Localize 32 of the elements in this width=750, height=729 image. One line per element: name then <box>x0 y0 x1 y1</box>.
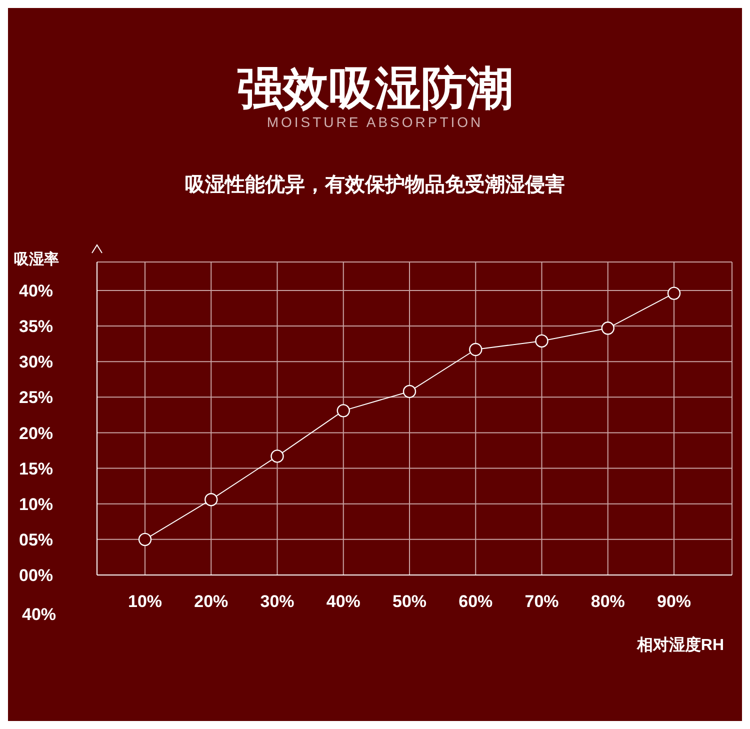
y-tick-label: 35% <box>19 317 54 336</box>
point <box>667 286 681 300</box>
y-tick-label: 05% <box>19 530 54 550</box>
point <box>535 334 548 348</box>
point <box>204 492 218 506</box>
x-tick-label: 70% <box>524 592 559 612</box>
y-tick-label: 25% <box>19 388 54 408</box>
point <box>270 450 284 463</box>
y-tick-label: 20% <box>19 424 54 443</box>
x-tick-label: 40% <box>326 592 360 612</box>
text: 吸湿性能优异，有效保护物品免受潮湿侵害 <box>184 172 566 198</box>
y-tick-label: 15% <box>19 459 54 478</box>
x-axis-title: 相对湿度RH <box>636 635 724 656</box>
y-axis-title: 吸湿率 <box>14 250 59 269</box>
point <box>138 532 152 546</box>
point <box>402 384 416 398</box>
x-tick-label: 20% <box>194 592 228 612</box>
y-tick-label: 40% <box>19 281 54 300</box>
point <box>601 322 614 335</box>
point <box>469 342 482 356</box>
x-tick-label: 90% <box>656 592 692 612</box>
x-tick-label: 60% <box>458 592 493 612</box>
x-tick-label: 10% <box>128 592 162 612</box>
chart-title: 强效吸湿防潮 <box>236 61 514 116</box>
x-tick-label: 30% <box>260 592 294 612</box>
y-tick-label: 10% <box>19 494 54 514</box>
y-tick-label: 00% <box>19 566 54 586</box>
x-tick-label: 80% <box>590 592 625 612</box>
y-tick-label: 30% <box>19 352 54 372</box>
point <box>336 404 350 418</box>
x-tick-label: 50% <box>392 592 427 612</box>
chart-subtitle: MOISTURE ABSORPTION <box>266 114 484 130</box>
